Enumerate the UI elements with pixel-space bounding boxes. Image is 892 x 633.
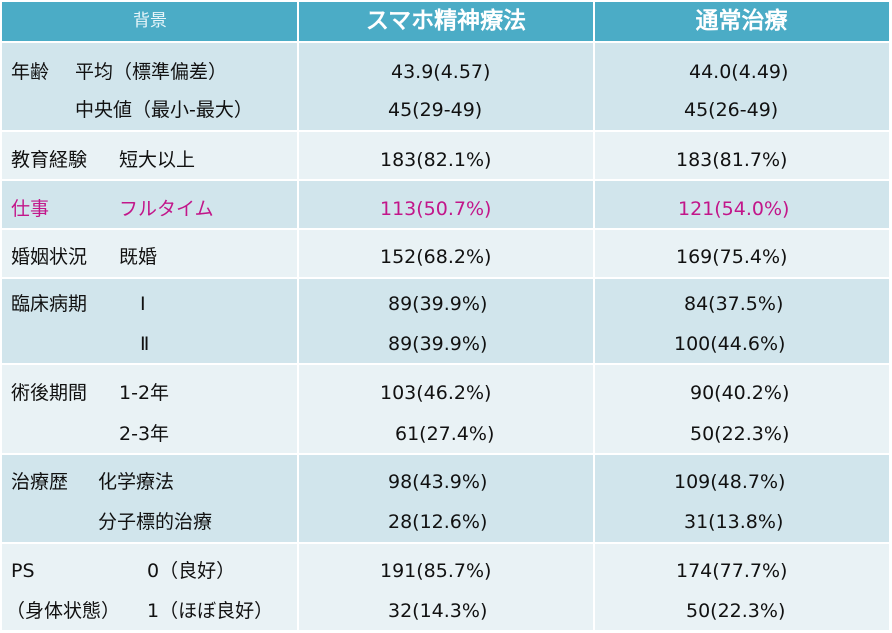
row-category: 治療歴 xyxy=(11,471,69,493)
row-item: 平均（標準偏差） xyxy=(75,61,228,83)
cell-smartphone: 89(39.9%) xyxy=(388,293,488,315)
cell-usual: 109(48.7%) xyxy=(674,471,786,493)
row-item: 既婚 xyxy=(119,246,158,268)
cell-smartphone: 28(12.6%) xyxy=(388,511,488,533)
cell-usual: 183(81.7%) xyxy=(676,149,788,171)
row-item: 1（ほぼ良好） xyxy=(147,600,274,622)
cell-usual: 84(37.5%) xyxy=(684,293,784,315)
cell-smartphone: 103(46.2%) xyxy=(380,382,492,404)
group-marital xyxy=(2,230,889,277)
cell-usual: 31(13.8%) xyxy=(684,511,784,533)
header-smartphone-therapy: スマホ精神療法 xyxy=(365,8,527,34)
row-item: フルタイム xyxy=(119,198,214,220)
row-category: PS xyxy=(11,560,35,582)
header-usual-care: 通常治療 xyxy=(695,8,788,34)
group-education xyxy=(2,132,889,179)
row-item: 中央値（最小-最大） xyxy=(75,99,253,121)
cell-usual: 90(40.2%) xyxy=(690,382,790,404)
header-background: 背景 xyxy=(133,11,167,31)
cell-usual: 121(54.0%) xyxy=(678,198,790,220)
row-item: 化学療法 xyxy=(98,471,175,493)
row-category: 婚姻状況 xyxy=(11,246,88,268)
row-category: 術後期間 xyxy=(11,382,88,404)
cell-smartphone: 61(27.4%) xyxy=(395,423,495,445)
group-work xyxy=(2,181,889,228)
column-divider xyxy=(297,2,299,630)
cell-smartphone: 113(50.7%) xyxy=(380,198,492,220)
cell-usual: 100(44.6%) xyxy=(674,333,786,355)
row-category: 臨床病期 xyxy=(11,293,88,315)
cell-smartphone: 32(14.3%) xyxy=(388,600,488,622)
row-item: 1-2年 xyxy=(119,382,170,404)
cell-usual: 169(75.4%) xyxy=(676,246,788,268)
cell-usual: 44.0(4.49) xyxy=(689,61,789,83)
group-ps xyxy=(2,544,889,630)
group-treatment xyxy=(2,455,889,542)
row-item: 短大以上 xyxy=(119,149,196,171)
row-item: 2-3年 xyxy=(119,423,170,445)
cell-smartphone: 183(82.1%) xyxy=(380,149,492,171)
cell-smartphone: 45(29-49) xyxy=(388,99,483,121)
cell-smartphone: 191(85.7%) xyxy=(380,560,492,582)
row-category: 年齢 xyxy=(11,61,50,83)
row-category: （身体状態） xyxy=(6,600,121,622)
column-divider xyxy=(593,2,595,630)
table-header: 背景 スマホ精神療法 通常治療 xyxy=(2,2,889,41)
row-category: 仕事 xyxy=(11,198,50,220)
cell-usual: 45(26-49) xyxy=(684,99,779,121)
cell-smartphone: 89(39.9%) xyxy=(388,333,488,355)
group-postop xyxy=(2,365,889,453)
group-age xyxy=(2,43,889,130)
row-item: 分子標的治療 xyxy=(98,511,213,533)
cell-smartphone: 98(43.9%) xyxy=(388,471,488,493)
cell-smartphone: 43.9(4.57) xyxy=(391,61,491,83)
cell-usual: 50(22.3%) xyxy=(690,423,790,445)
row-item: Ⅰ xyxy=(140,293,146,315)
cell-usual: 174(77.7%) xyxy=(676,560,788,582)
cell-usual: 50(22.3%) xyxy=(686,600,786,622)
row-item: 0（良好） xyxy=(147,560,236,582)
row-item: Ⅱ xyxy=(140,333,150,355)
row-category: 教育経験 xyxy=(11,149,88,171)
group-stage xyxy=(2,279,889,363)
cell-smartphone: 152(68.2%) xyxy=(380,246,492,268)
